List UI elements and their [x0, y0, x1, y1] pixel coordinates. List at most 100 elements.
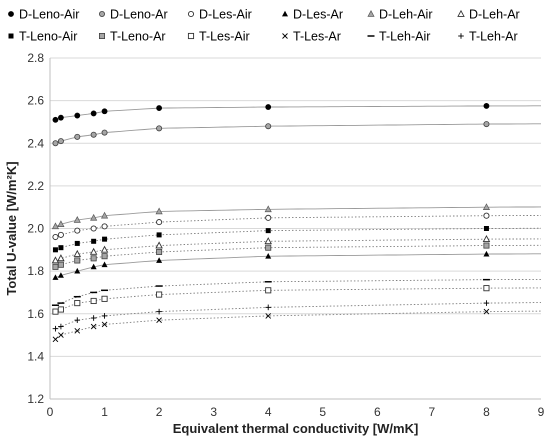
data-point-d-leno-ar	[265, 123, 272, 130]
data-point-d-leh-air	[482, 203, 491, 210]
y-tick-label: 1.2	[27, 392, 44, 406]
data-point-t-leno-air	[91, 238, 97, 244]
legend-item-t-les-ar: T-Les-Ar	[282, 30, 341, 44]
legend-marker	[282, 33, 288, 39]
legend-marker	[8, 11, 14, 17]
legend-item-t-leno-ar: T-Leno-Ar	[99, 30, 166, 44]
data-point-d-les-ar	[57, 272, 64, 278]
data-point-t-leno-ar	[265, 244, 272, 251]
data-point-t-les-ar	[74, 327, 81, 334]
data-point-d-leno-ar	[156, 125, 163, 132]
data-point-t-leno-ar	[57, 261, 64, 268]
x-tick-label: 2	[156, 405, 163, 419]
data-point-d-leh-air	[57, 220, 65, 227]
data-point-d-leh-ar	[482, 235, 491, 243]
legend-item-d-leno-air: D-Leno-Air	[8, 8, 79, 22]
data-point-t-les-air	[52, 308, 59, 315]
legend-label: D-Leno-Ar	[110, 8, 168, 22]
data-point-t-leh-ar	[156, 308, 162, 315]
data-point-t-leno-air	[58, 245, 64, 251]
legend-marker	[8, 33, 14, 39]
legend-marker	[99, 10, 106, 17]
data-point-d-les-ar	[101, 261, 108, 268]
legend-marker	[282, 10, 288, 17]
data-point-d-leno-air	[90, 110, 97, 117]
data-point-t-leno-ar	[483, 242, 490, 249]
data-point-d-leno-air	[52, 116, 59, 123]
data-point-d-les-ar	[74, 267, 81, 274]
data-point-t-les-ar	[483, 308, 490, 315]
data-point-t-les-air	[57, 306, 64, 313]
y-tick-label: 1.8	[27, 264, 44, 278]
legend-marker	[457, 9, 465, 17]
data-point-t-leh-ar	[90, 315, 97, 321]
legend-label: T-Les-Air	[199, 30, 250, 44]
data-point-d-leno-air	[58, 114, 64, 121]
y-tick-label: 2.0	[27, 222, 44, 236]
trend-line-d-les-ar	[55, 253, 541, 278]
data-point-d-les-air	[265, 214, 272, 221]
data-point-t-les-air	[90, 297, 97, 305]
y-tick-label: 1.4	[27, 349, 44, 363]
data-point-d-leno-air	[74, 112, 81, 119]
data-point-t-les-ar	[101, 321, 108, 328]
data-point-d-leno-ar	[52, 140, 59, 147]
legend-label: D-Les-Ar	[293, 8, 343, 22]
y-tick-label: 2.2	[27, 179, 44, 193]
data-points	[51, 103, 491, 343]
trend-line-t-les-ar	[55, 310, 542, 340]
x-tick-label: 3	[210, 405, 217, 419]
data-point-t-leno-air	[265, 228, 271, 234]
trend-lines	[55, 105, 542, 340]
data-point-t-leno-ar	[101, 253, 108, 260]
data-point-t-leno-air	[74, 240, 80, 246]
data-point-d-leh-air	[100, 211, 109, 219]
data-point-t-leno-air	[102, 236, 108, 242]
data-point-t-leno-air	[483, 226, 489, 231]
data-point-d-les-ar	[52, 274, 59, 280]
legend-label: T-Leh-Ar	[469, 30, 518, 44]
legend-label: T-Leno-Ar	[110, 30, 166, 44]
legend-label: D-Leno-Air	[19, 8, 79, 22]
legend-item-t-leno-air: T-Leno-Air	[8, 30, 77, 44]
legend-item-d-leh-ar: D-Leh-Ar	[457, 8, 520, 22]
data-point-d-leno-ar	[90, 131, 97, 138]
data-point-t-les-air	[101, 295, 108, 302]
y-axis-title: Total U-value [W/m²K]	[4, 161, 19, 295]
trend-line-d-leh-ar	[55, 238, 541, 261]
data-point-t-les-air	[265, 287, 272, 294]
x-tick-label: 4	[265, 405, 272, 419]
legend-marker	[458, 33, 464, 39]
data-point-d-leh-ar	[57, 254, 65, 262]
x-tick-label: 9	[538, 405, 545, 419]
legend-label: D-Leh-Ar	[469, 8, 520, 22]
data-point-d-leh-ar	[89, 247, 98, 255]
legend-item-t-leh-ar: T-Leh-Ar	[458, 30, 518, 44]
data-point-d-leno-air	[265, 104, 272, 110]
legend-label: T-Les-Ar	[293, 30, 341, 44]
data-point-d-leh-ar	[155, 241, 163, 249]
legend-item-d-les-air: D-Les-Air	[187, 8, 252, 22]
data-point-t-leh-ar	[74, 317, 81, 323]
legend-marker	[187, 10, 195, 18]
data-point-d-leno-air	[483, 103, 490, 109]
data-point-d-les-air	[156, 219, 163, 226]
data-point-d-les-ar	[90, 263, 97, 270]
data-point-d-les-ar	[156, 257, 163, 263]
data-point-d-les-air	[57, 231, 64, 238]
data-point-t-les-air	[156, 291, 163, 298]
data-point-d-les-air	[52, 233, 59, 241]
data-point-d-leh-air	[51, 222, 60, 230]
trend-line-d-leh-air	[55, 206, 542, 227]
data-point-t-les-air	[74, 300, 81, 307]
legend-marker	[99, 33, 106, 40]
data-point-t-leh-ar	[265, 304, 272, 311]
data-point-d-les-air	[90, 225, 97, 232]
axes: 1.2 1.4 1.6 1.8 2.0 2.2 2.4 2.6 2.8 0 1 2 3 4 5 6 7 8 9	[27, 51, 544, 419]
y-tick-label: 2.6	[27, 94, 44, 108]
trend-line-d-leno-ar	[55, 123, 541, 144]
data-point-t-les-ar	[58, 332, 64, 338]
data-point-t-leh-ar	[58, 323, 64, 330]
data-point-d-leno-ar	[74, 133, 81, 140]
